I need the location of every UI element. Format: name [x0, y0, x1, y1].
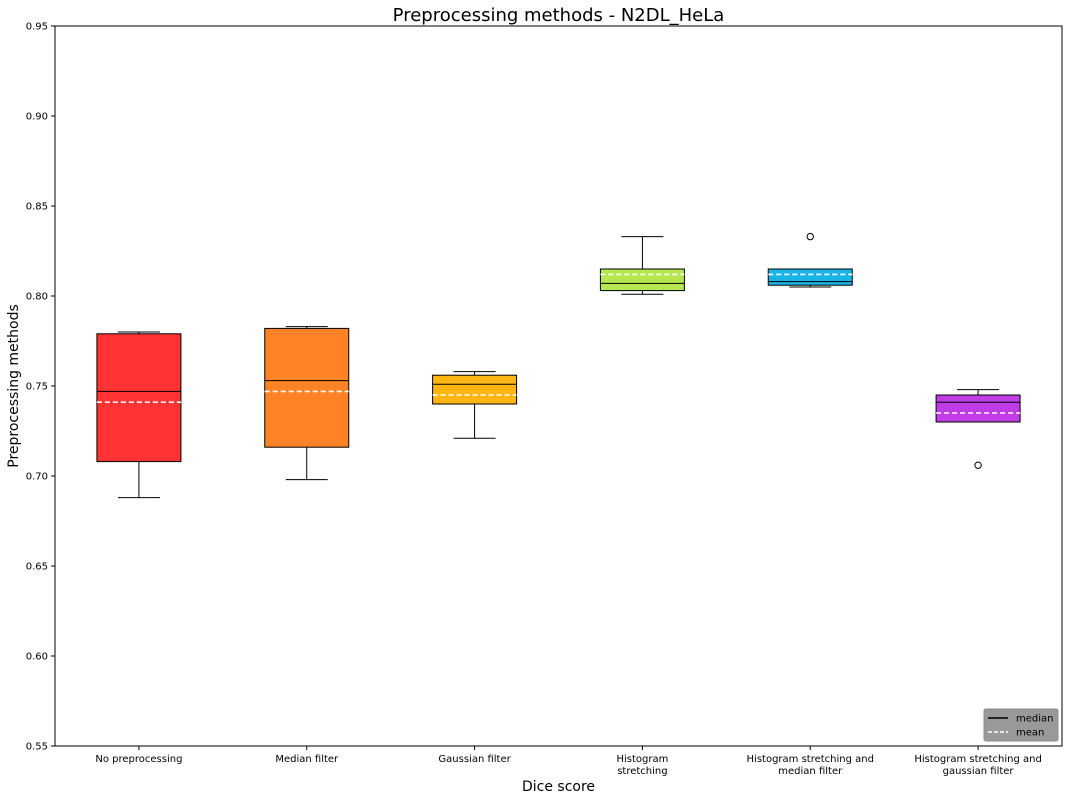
x-tick-label: Histogram — [616, 754, 668, 765]
box-group — [264, 326, 350, 481]
y-tick-label: 0.85 — [26, 202, 48, 213]
x-tick-label: stretching — [617, 766, 667, 777]
x-tick-label: No preprocessing — [95, 754, 182, 765]
boxes-layer — [96, 232, 1021, 499]
y-tick-label: 0.80 — [26, 292, 48, 303]
outlier-point — [806, 232, 814, 241]
y-tick-label: 0.65 — [26, 562, 48, 573]
x-tick-label: Histogram stretching and — [914, 754, 1041, 765]
box-group — [935, 389, 1021, 469]
legend: median mean — [983, 708, 1059, 742]
y-tick-label: 0.95 — [26, 22, 48, 33]
box-body — [96, 333, 182, 463]
x-tick-label: median filter — [778, 766, 843, 777]
box-body — [264, 327, 350, 448]
x-tick-label: Histogram stretching and — [747, 754, 874, 765]
box-group — [432, 371, 518, 439]
x-tick-label: Gaussian filter — [438, 754, 511, 765]
chart-title: Preprocessing methods - N2DL_HeLa — [393, 5, 725, 26]
y-tick-label: 0.70 — [26, 472, 48, 483]
legend-label-median: median — [1016, 714, 1054, 725]
y-tick-label: 0.75 — [26, 382, 48, 393]
y-tick-label: 0.55 — [26, 742, 48, 753]
x-tick-label: gaussian filter — [943, 766, 1015, 777]
y-tick-label: 0.60 — [26, 652, 48, 663]
legend-box — [983, 708, 1059, 742]
box-group — [767, 232, 853, 288]
plot-area-frame — [54, 25, 1063, 747]
box-body — [767, 268, 853, 286]
ticks-layer: 0.55 0.60 0.65 0.70 0.75 0.80 0.85 0.90 0.95 No p… — [26, 22, 1042, 778]
box-group — [96, 331, 182, 499]
x-tick-label: Median filter — [275, 754, 339, 765]
box-body — [432, 374, 518, 405]
x-axis-label: Dice score — [522, 779, 595, 795]
y-tick-label: 0.90 — [26, 112, 48, 123]
y-axis-label: Preprocessing methods — [6, 304, 22, 468]
legend-label-mean: mean — [1016, 728, 1044, 739]
box-group — [599, 236, 685, 295]
box-body — [935, 394, 1021, 423]
outlier-point — [974, 461, 982, 469]
box-body — [599, 268, 685, 292]
